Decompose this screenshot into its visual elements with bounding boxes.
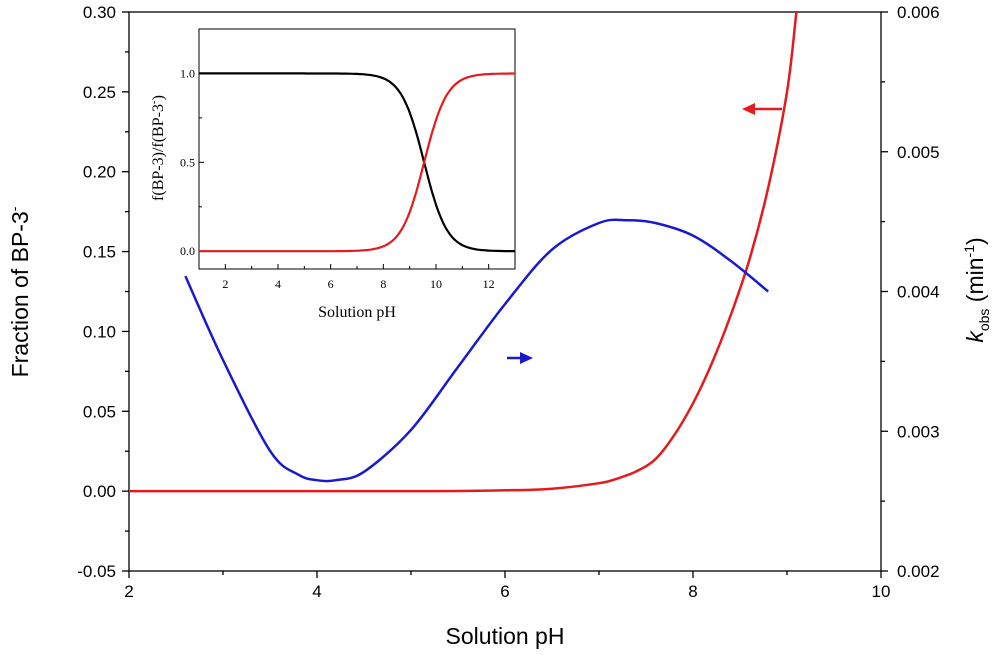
series-line-kobs (184, 218, 769, 483)
inset-x-tick-label: 6 (328, 277, 334, 291)
main-series (128, 11, 798, 493)
y-axis-left-label: Fraction of BP-3- (6, 206, 33, 377)
inset-x-tick-label: 2 (222, 277, 228, 291)
y-left-tick-label: 0.05 (83, 402, 116, 421)
inset-x-axis-label: Solution pH (318, 304, 396, 321)
y-right-tick-label: 0.006 (897, 3, 940, 22)
inset-axis-ticks: 2 4 6 8 10 12 0.0 0.5 1.0 (180, 66, 516, 291)
main-axis-ticks: 2 4 6 8 10 -0.05 0.00 0.05 0.10 0.15 0.20 0.25 0.30 0… (77, 3, 939, 601)
inset-x-tick-label: 12 (483, 277, 495, 291)
y-left-tick-label: 0.30 (83, 3, 116, 22)
y-left-tick-label: 0.10 (83, 322, 116, 341)
inset-y-axis-label: f(BP-3)/f(BP-3-) (148, 95, 167, 201)
y-axis-right-label: kobs (min-1) (961, 237, 992, 342)
x-tick-label: 8 (688, 582, 697, 601)
y-right-tick-label: 0.002 (897, 562, 940, 581)
y-right-tick-label: 0.003 (897, 422, 940, 441)
inset-x-tick-label: 4 (275, 277, 281, 291)
inset-x-tick-label: 10 (430, 277, 442, 291)
y-right-tick-label: 0.004 (897, 283, 940, 302)
series-line-fraction (128, 11, 798, 493)
inset-x-tick-label: 8 (380, 277, 386, 291)
x-tick-label: 6 (500, 582, 509, 601)
y-right-tick-label: 0.005 (897, 143, 940, 162)
blue-arrow-right (507, 352, 533, 364)
y-left-tick-label: 0.00 (83, 482, 116, 501)
y-left-tick-label: -0.05 (77, 562, 116, 581)
inset-y-tick-label: 1.0 (180, 66, 195, 80)
inset-series (199, 72, 515, 253)
inset-line-anion (199, 72, 515, 253)
y-left-tick-label: 0.25 (83, 83, 116, 102)
inset-line-neutral (199, 72, 515, 253)
x-tick-label: 4 (312, 582, 321, 601)
x-tick-label: 10 (872, 582, 891, 601)
y-left-tick-label: 0.20 (83, 163, 116, 182)
y-left-tick-label: 0.15 (83, 243, 116, 262)
x-axis-label: Solution pH (446, 623, 565, 649)
y-axis-left-label-sup: - (6, 206, 22, 211)
inset-y-tick-label: 0.5 (180, 155, 195, 169)
inset-y-tick-label: 0.0 (180, 244, 195, 258)
x-tick-label: 2 (124, 582, 133, 601)
red-arrow-left (742, 103, 782, 115)
inset-background (199, 29, 515, 269)
